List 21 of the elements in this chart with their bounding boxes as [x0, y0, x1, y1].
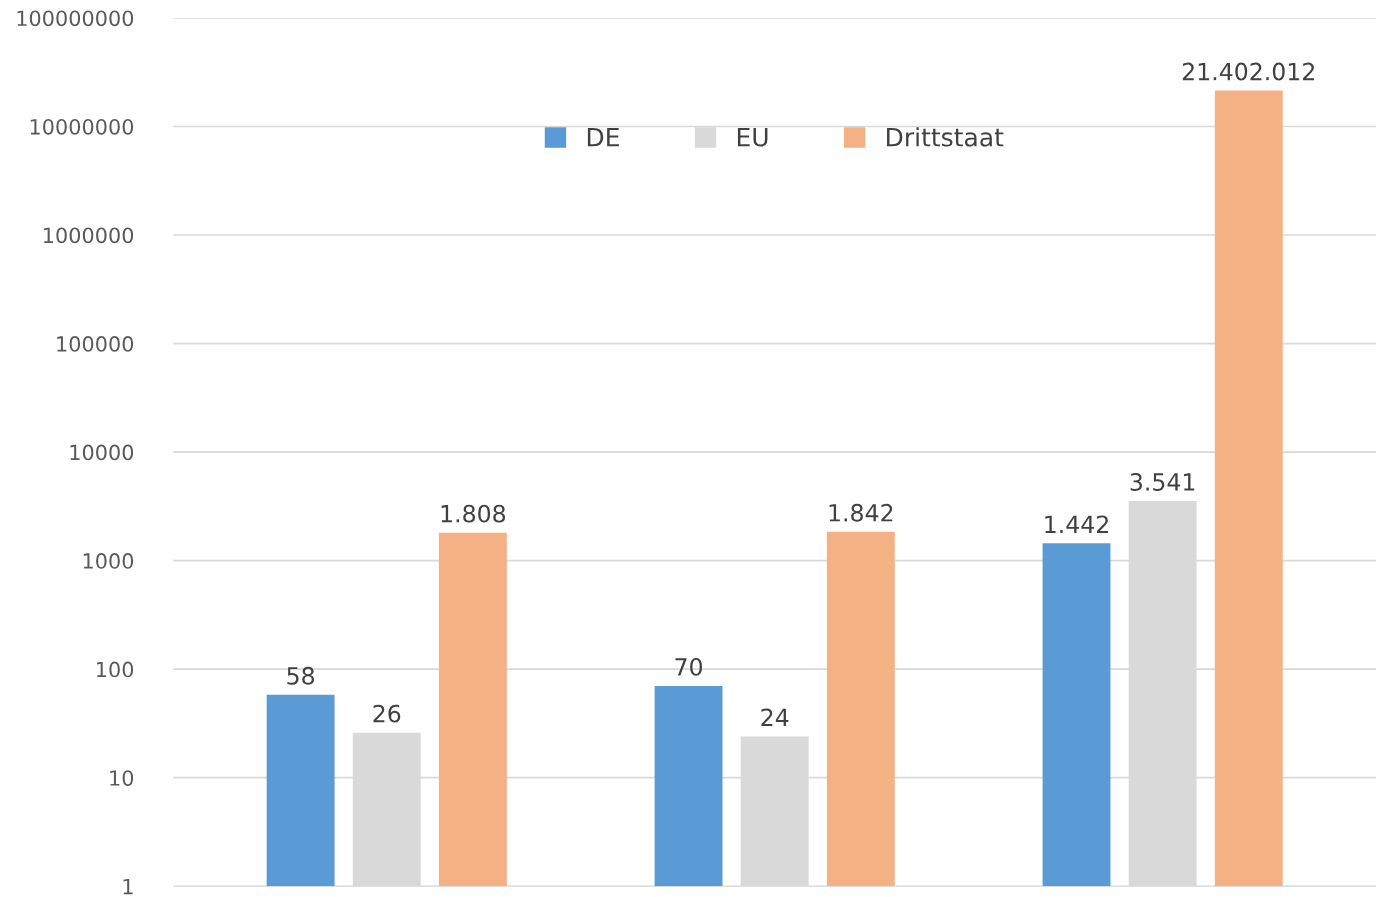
data-label: 3.541	[1130, 473, 1195, 491]
data-label: 1.808	[441, 504, 506, 523]
y-tick-label: 10000000	[30, 118, 134, 135]
data-label: 58	[287, 666, 315, 685]
legend-label: Drittstaat	[887, 127, 1004, 147]
data-label: 1.442	[1045, 515, 1108, 533]
data-label: 1.842	[829, 503, 893, 522]
y-tick-label: 1000000	[43, 227, 134, 244]
data-label: 24	[761, 708, 789, 726]
y-tick-label: 1000	[83, 553, 134, 569]
y-tick-label: 100000	[57, 336, 134, 352]
y-tick-label: 1	[123, 878, 133, 895]
y-tick-label: 100	[97, 661, 134, 678]
data-label: 21.402.012	[1182, 62, 1314, 81]
y-tick-label: 10000	[70, 444, 134, 461]
legend-label: EU	[737, 128, 768, 147]
y-tick-label: 10	[110, 770, 134, 786]
y-tick-label: 100000000	[17, 10, 134, 27]
legend-label: DE	[587, 128, 619, 147]
data-label: 26	[373, 704, 401, 723]
data-label: 70	[675, 657, 703, 676]
